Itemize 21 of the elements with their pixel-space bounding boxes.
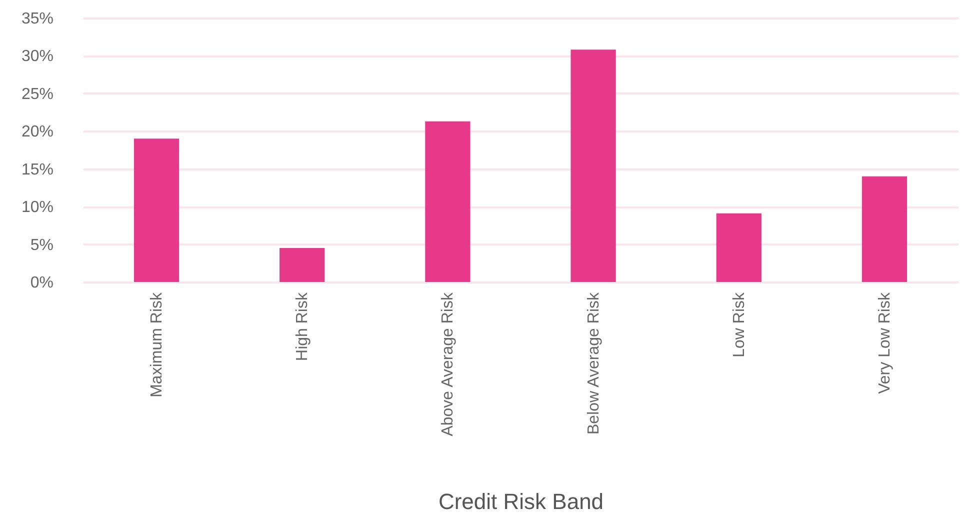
x-tick-label: Above Average Risk	[440, 292, 457, 436]
y-tick-label: 30%	[21, 48, 54, 66]
x-tick-label: Below Average Risk	[585, 292, 602, 434]
y-tick-label: 35%	[21, 10, 54, 28]
bar	[570, 50, 616, 282]
y-tick-label: 10%	[21, 199, 54, 216]
bar	[862, 176, 908, 282]
x-tick-label: Maximum Risk	[148, 292, 166, 398]
x-tick-label: High Risk	[294, 292, 312, 361]
y-tick-label: 25%	[21, 86, 54, 103]
bar	[425, 121, 470, 282]
bar	[716, 213, 762, 282]
y-tick-label: 0%	[30, 274, 54, 292]
y-tick-label: 15%	[21, 161, 54, 178]
x-tick-label: Very Low Risk	[876, 292, 894, 394]
x-axis-title: Credit Risk Band	[438, 489, 604, 514]
x-tick-label: Low Risk	[730, 292, 748, 358]
bar	[280, 248, 325, 282]
y-tick-label: 5%	[30, 236, 54, 254]
bar	[134, 138, 180, 282]
y-tick-label: 20%	[21, 124, 54, 141]
